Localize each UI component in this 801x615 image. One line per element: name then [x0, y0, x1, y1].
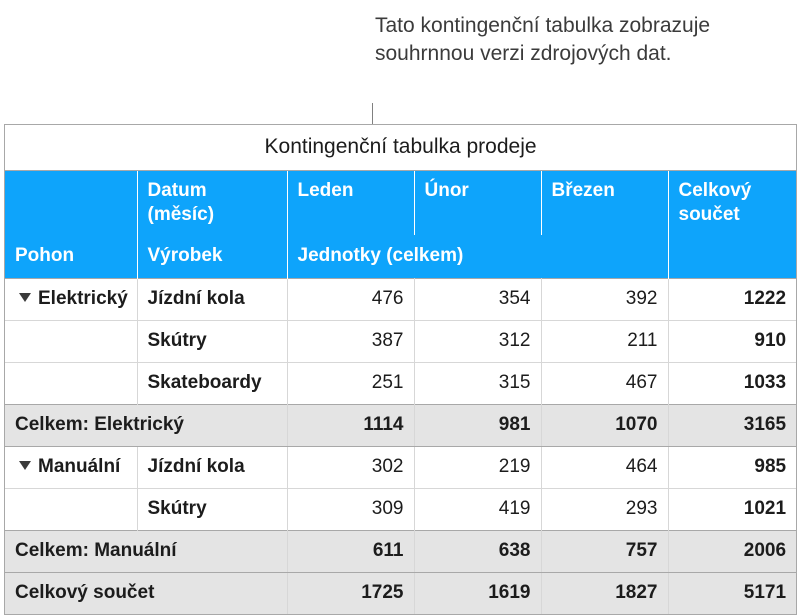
empty-cell [5, 320, 137, 362]
subtotal-cell: 611 [287, 530, 414, 572]
header-blank-1 [668, 235, 796, 279]
callout-text: Tato kontingenční tabulka zobrazuje souh… [375, 12, 745, 69]
product-cell: Skútry [137, 320, 287, 362]
value-cell: 219 [414, 446, 541, 488]
row-total-cell: 1222 [668, 278, 796, 320]
product-cell: Skateboardy [137, 362, 287, 404]
grand-total-total-cell: 5171 [668, 572, 796, 614]
value-cell: 464 [541, 446, 668, 488]
value-cell: 293 [541, 488, 668, 530]
header-grand-total[interactable]: Celkový součet [668, 171, 796, 235]
subtotal-cell: 638 [414, 530, 541, 572]
value-cell: 251 [287, 362, 414, 404]
subtotal-cell: 757 [541, 530, 668, 572]
header-blank-0 [5, 171, 137, 235]
subtotal-cell: 1070 [541, 404, 668, 446]
product-cell: Skútry [137, 488, 287, 530]
row-total-cell: 1021 [668, 488, 796, 530]
value-cell: 354 [414, 278, 541, 320]
header-date-month[interactable]: Datum (měsíc) [137, 171, 287, 235]
subtotal-cell: 1114 [287, 404, 414, 446]
header-product[interactable]: Výrobek [137, 235, 287, 279]
header-month-1[interactable]: Leden [287, 171, 414, 235]
grand-total-cell: 1827 [541, 572, 668, 614]
subtotal-total-cell: 2006 [668, 530, 796, 572]
value-cell: 392 [541, 278, 668, 320]
subtotal-label-manual: Celkem: Manuální [5, 530, 287, 572]
group-label-manual: Manuální [38, 456, 120, 477]
header-drive[interactable]: Pohon [5, 235, 137, 279]
value-cell: 312 [414, 320, 541, 362]
value-cell: 476 [287, 278, 414, 320]
value-cell: 315 [414, 362, 541, 404]
value-cell: 419 [414, 488, 541, 530]
grand-total-label: Celkový součet [5, 572, 287, 614]
grand-total-cell: 1725 [287, 572, 414, 614]
product-cell: Jízdní kola [137, 446, 287, 488]
group-row-electric[interactable]: Elektrický [5, 278, 137, 320]
row-total-cell: 910 [668, 320, 796, 362]
empty-cell [5, 488, 137, 530]
pivot-table: Kontingenční tabulka prodeje Datum (měsí… [4, 124, 797, 615]
callout-leader-line [372, 103, 373, 124]
value-cell: 211 [541, 320, 668, 362]
subtotal-total-cell: 3165 [668, 404, 796, 446]
header-month-3[interactable]: Březen [541, 171, 668, 235]
grand-total-cell: 1619 [414, 572, 541, 614]
value-cell: 467 [541, 362, 668, 404]
value-cell: 387 [287, 320, 414, 362]
row-total-cell: 985 [668, 446, 796, 488]
header-month-2[interactable]: Únor [414, 171, 541, 235]
value-cell: 309 [287, 488, 414, 530]
table-title: Kontingenční tabulka prodeje [5, 125, 796, 171]
value-cell: 302 [287, 446, 414, 488]
row-total-cell: 1033 [668, 362, 796, 404]
subtotal-label-electric: Celkem: Elektrický [5, 404, 287, 446]
chevron-down-icon[interactable] [19, 293, 31, 302]
group-label-electric: Elektrický [38, 288, 128, 309]
chevron-down-icon[interactable] [19, 461, 31, 470]
product-cell: Jízdní kola [137, 278, 287, 320]
subtotal-cell: 981 [414, 404, 541, 446]
header-units-total[interactable]: Jednotky (celkem) [287, 235, 668, 279]
group-row-manual[interactable]: Manuální [5, 446, 137, 488]
empty-cell [5, 362, 137, 404]
